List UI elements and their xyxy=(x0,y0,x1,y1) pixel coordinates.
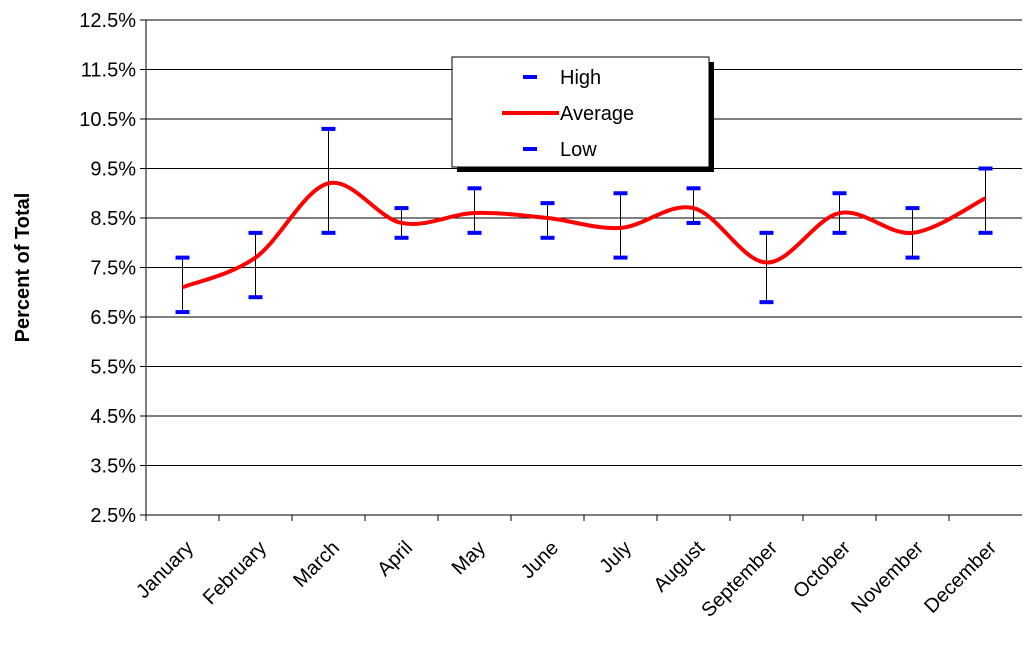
x-tick-label: December xyxy=(920,537,1001,618)
y-tick-label: 12.5% xyxy=(79,10,136,32)
y-tick-label: 4.5% xyxy=(90,406,136,428)
y-tick-label: 5.5% xyxy=(90,357,136,379)
x-tick-label: August xyxy=(649,537,709,597)
y-axis-ticks: 2.5% 3.5% 4.5% 5.5% 6.5% 7.5% 8.5% 9.5% 10.5% 11.… xyxy=(79,10,136,527)
y-tick-label: 6.5% xyxy=(90,307,136,329)
x-tick-label: June xyxy=(517,537,563,583)
error-bars xyxy=(182,128,986,313)
series-markers xyxy=(175,126,993,315)
y-tick-label: 10.5% xyxy=(79,109,136,131)
x-tick-label: May xyxy=(448,537,490,579)
x-tick-label: January xyxy=(132,537,198,603)
x-tick-label: March xyxy=(289,537,344,592)
x-tick-label: February xyxy=(199,537,271,609)
legend-label-low: Low xyxy=(560,139,597,161)
legend: High Average Low xyxy=(451,56,714,172)
y-tick-label: 9.5% xyxy=(90,159,136,181)
series-average-line xyxy=(181,180,987,290)
x-tick-label: April xyxy=(373,537,417,581)
legend-label-average: Average xyxy=(560,103,634,125)
y-tick-label: 8.5% xyxy=(90,208,136,230)
axes xyxy=(145,20,1022,516)
x-tick-label: September xyxy=(697,537,782,622)
x-axis-ticks: January February March April May June July Augu… xyxy=(132,515,1001,622)
legend-label-high: High xyxy=(560,67,601,89)
x-tick-label: July xyxy=(595,537,636,578)
y-tick-label: 2.5% xyxy=(90,505,136,527)
x-tick-label: November xyxy=(847,537,928,618)
y-axis-label: Percent of Total xyxy=(12,193,34,343)
legend-box xyxy=(451,56,710,168)
y-tick-label: 7.5% xyxy=(90,258,136,280)
x-tick-label: October xyxy=(789,537,855,603)
y-tick-label: 3.5% xyxy=(90,456,136,478)
y-tick-label: 11.5% xyxy=(81,60,136,82)
